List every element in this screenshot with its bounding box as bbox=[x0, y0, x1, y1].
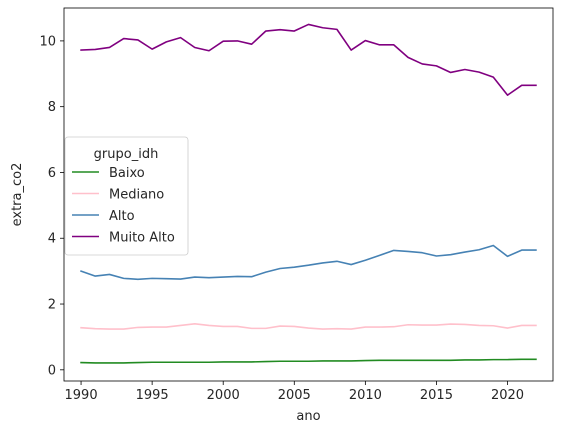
x-tick-label: 2015 bbox=[420, 388, 453, 403]
series-line-2 bbox=[80, 322, 537, 330]
legend-box bbox=[64, 136, 189, 256]
x-tick-label: 1995 bbox=[136, 388, 169, 403]
y-tick-label: 10 bbox=[39, 34, 56, 49]
x-axis-label: ano bbox=[296, 409, 320, 424]
y-axis-ticks: 0 2 4 6 8 10 bbox=[39, 34, 64, 378]
series-line-1 bbox=[80, 358, 537, 364]
x-axis-ticks: 1990 1995 2000 2005 2010 2015 2020 bbox=[65, 381, 524, 403]
legend-label-1: Baixo bbox=[109, 166, 145, 181]
plot-lines bbox=[80, 23, 537, 364]
x-tick-label: 2000 bbox=[207, 388, 240, 403]
legend-title: grupo_idh bbox=[94, 147, 159, 162]
series-line-3 bbox=[80, 244, 537, 281]
plot-frame bbox=[63, 7, 554, 382]
x-tick-label: 2020 bbox=[491, 388, 524, 403]
x-tick-label: 1990 bbox=[65, 388, 98, 403]
y-axis-label: extra_co2 bbox=[10, 163, 25, 227]
y-tick-label: 8 bbox=[48, 100, 56, 115]
y-tick-label: 2 bbox=[48, 298, 56, 313]
legend-items: Baixo Mediano Alto Muito Alto bbox=[72, 166, 175, 246]
y-tick-label: 0 bbox=[48, 363, 56, 378]
legend-label-2: Mediano bbox=[109, 188, 164, 203]
x-tick-label: 2005 bbox=[278, 388, 311, 403]
legend-label-3: Alto bbox=[109, 209, 135, 224]
y-tick-label: 4 bbox=[48, 232, 56, 247]
legend-label-4: Muito Alto bbox=[109, 231, 175, 246]
y-tick-label: 6 bbox=[48, 166, 56, 181]
x-tick-label: 2010 bbox=[349, 388, 382, 403]
legend: grupo_idh Baixo Mediano Alto Muito Alto bbox=[64, 136, 189, 256]
series-line-4 bbox=[80, 23, 537, 96]
